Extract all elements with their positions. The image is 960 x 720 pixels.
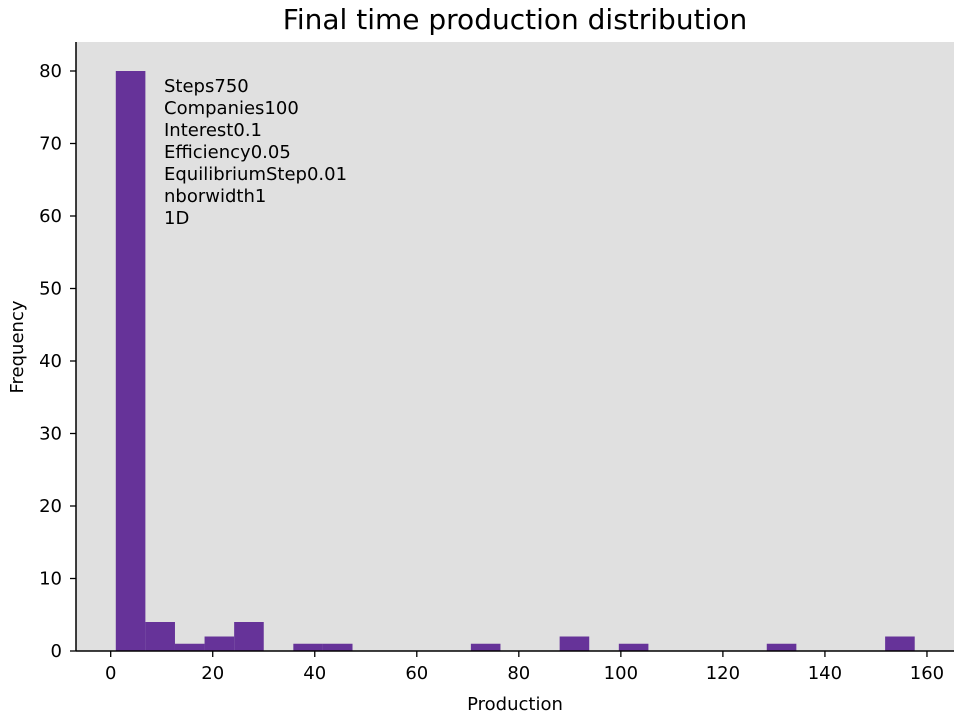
y-tick-label-4: 40 xyxy=(39,351,62,372)
annotation-line-1: Companies100 xyxy=(164,98,299,119)
x-tick-label-4: 80 xyxy=(507,663,530,684)
histogram-bar-2 xyxy=(174,643,205,651)
x-tick-label-8: 160 xyxy=(910,663,944,684)
y-tick-label-8: 80 xyxy=(39,61,62,82)
histogram-bar-5 xyxy=(293,643,323,651)
x-tick-label-0: 0 xyxy=(105,663,116,684)
annotation-line-2: Interest0.1 xyxy=(164,120,262,141)
annotation-line-6: 1D xyxy=(164,208,189,229)
y-tick-label-2: 20 xyxy=(39,496,62,517)
histogram-bar-10 xyxy=(766,643,797,651)
histogram-bar-6 xyxy=(322,643,353,651)
histogram-bar-9 xyxy=(618,643,649,651)
bars-group xyxy=(115,71,915,651)
x-tick-label-3: 60 xyxy=(405,663,428,684)
x-tick-label-1: 20 xyxy=(201,663,224,684)
x-axis-label: Production xyxy=(467,694,563,715)
y-tick-label-1: 10 xyxy=(39,569,62,590)
x-tick-label-2: 40 xyxy=(303,663,326,684)
plot-background xyxy=(76,42,954,651)
y-tick-label-0: 0 xyxy=(51,641,62,662)
annotation-line-5: nborwidth1 xyxy=(164,186,266,207)
annotation-line-3: Efficiency0.05 xyxy=(164,142,291,163)
histogram-bar-1 xyxy=(145,622,175,651)
x-tick-label-6: 120 xyxy=(706,663,740,684)
histogram-bar-0 xyxy=(115,71,146,651)
y-tick-label-5: 50 xyxy=(39,279,62,300)
annotation-line-0: Steps750 xyxy=(164,76,249,97)
annotation-line-4: EquilibriumStep0.01 xyxy=(164,164,347,185)
y-ticks-group: 0 10 20 30 40 50 60 70 80 xyxy=(39,61,76,662)
histogram-bar-11 xyxy=(885,636,915,651)
x-tick-label-7: 140 xyxy=(808,663,842,684)
histogram-bar-7 xyxy=(470,643,501,651)
x-ticks-group: 0 20 40 60 80 100 120 140 160 xyxy=(105,651,944,684)
parameter-annotations: Steps750Companies100Interest0.1Efficienc… xyxy=(164,76,347,229)
histogram-bar-3 xyxy=(204,636,235,651)
y-axis-label: Frequency xyxy=(7,300,28,393)
y-tick-label-6: 60 xyxy=(39,206,62,227)
chart-title: Final time production distribution xyxy=(283,3,747,36)
histogram-bar-8 xyxy=(559,636,590,651)
x-tick-label-5: 100 xyxy=(604,663,638,684)
y-tick-label-7: 70 xyxy=(39,134,62,155)
y-tick-label-3: 30 xyxy=(39,424,62,445)
histogram-bar-4 xyxy=(234,622,264,651)
